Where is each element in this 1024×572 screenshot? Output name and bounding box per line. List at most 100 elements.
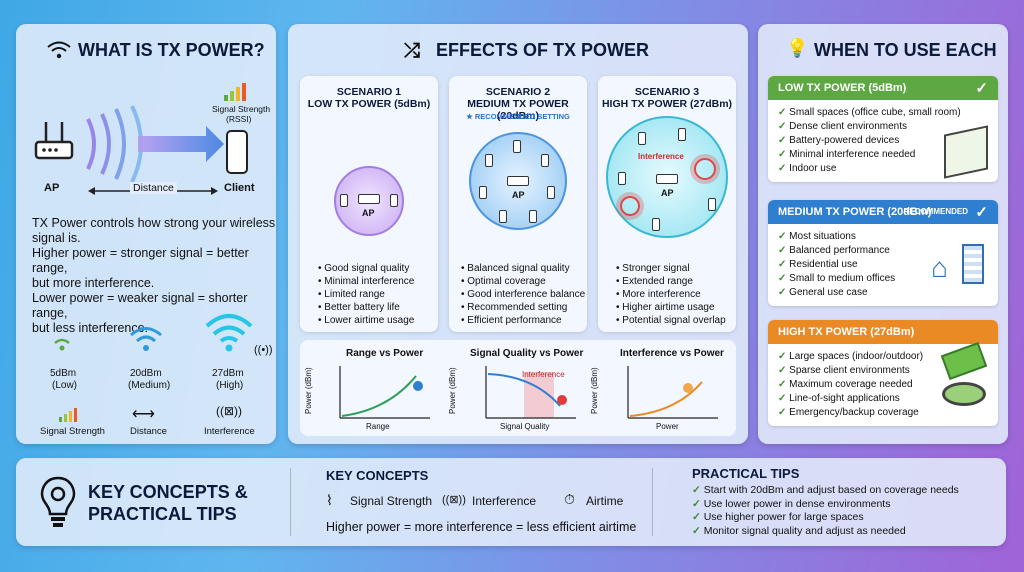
- graphs-strip: Range vs Power Power (dBm) Range Signal …: [300, 340, 736, 436]
- medium-power-card: MEDIUM TX POWER (20dBm) RECOMMENDED ✓ Mo…: [768, 200, 998, 306]
- scenario-list: Good signal quality Minimal interference…: [318, 262, 414, 327]
- when-to-use-panel: 💡 WHEN TO USE EACH LOW TX POWER (5dBm) ✓…: [758, 24, 1008, 444]
- client-phone: [678, 128, 686, 141]
- level-high-name: (High): [216, 380, 244, 391]
- scenario-high: SCENARIO 3 HIGH TX POWER (27dBm) Interfe…: [598, 76, 736, 332]
- medium-wifi-icon: [128, 324, 164, 359]
- graph-xlabel: Signal Quality: [500, 422, 550, 431]
- graph-ylabel: Power (dBm): [304, 367, 313, 414]
- client-phone: [708, 198, 716, 211]
- router-icon: [358, 194, 380, 204]
- ap-label: AP: [512, 190, 525, 200]
- divider: [290, 468, 291, 536]
- divider: [652, 468, 653, 536]
- panel-title: WHEN TO USE EACH: [814, 40, 997, 60]
- bottom-title-line1: KEY CONCEPTS &: [88, 482, 248, 502]
- card-header: MEDIUM TX POWER (20dBm) RECOMMENDED ✓: [768, 200, 998, 224]
- scenario-list: Balanced signal quality Optimal coverage…: [461, 262, 585, 327]
- range-vs-power-graph: [318, 362, 438, 433]
- key-concepts-panel: KEY CONCEPTS & PRACTICAL TIPS KEY CONCEP…: [16, 458, 1006, 546]
- card-header: HIGH TX POWER (27dBm): [768, 320, 998, 344]
- graph-title: Signal Quality vs Power: [470, 348, 584, 359]
- level-low-name: (Low): [52, 380, 78, 391]
- graph-xlabel: Range: [366, 422, 390, 431]
- signal-strength-label: Signal Strength: [212, 104, 271, 114]
- concept-airtime: Airtime: [586, 494, 624, 508]
- level-low-value: 5dBm: [50, 368, 77, 379]
- high-power-card: HIGH TX POWER (27dBm) Large spaces (indo…: [768, 320, 998, 426]
- double-arrow-icon: ⟷: [132, 406, 155, 423]
- interference-icon: ((⊠)): [216, 404, 243, 418]
- level-high-value: 27dBm: [212, 368, 244, 379]
- interference-vs-power-graph: [606, 362, 726, 433]
- concept-summary: Higher power = more interference = less …: [326, 520, 637, 534]
- low-wifi-icon: [51, 334, 73, 357]
- client-phone: [652, 218, 660, 231]
- quality-vs-power-graph: [464, 362, 584, 433]
- concepts-title: KEY CONCEPTS: [326, 468, 429, 483]
- scenario-low: SCENARIO 1 LOW TX POWER (5dBm) AP Good s…: [300, 76, 438, 332]
- broadcast-icon: ((•)): [254, 344, 273, 356]
- tx-power-description: TX Power controls how strong your wirele…: [32, 216, 276, 335]
- scenario-medium: SCENARIO 2 MEDIUM TX POWER (20dBm) ★ REC…: [449, 76, 587, 332]
- panel-title: WHAT IS TX POWER?: [78, 40, 265, 60]
- tips-title: PRACTICAL TIPS: [692, 466, 800, 481]
- interference-label: Interference: [638, 152, 684, 161]
- interference-burst: [694, 158, 716, 180]
- low-power-card: LOW TX POWER (5dBm) ✓ Small spaces (offi…: [768, 76, 998, 182]
- ap-label: AP: [362, 208, 375, 218]
- bottom-title-line2: PRACTICAL TIPS: [88, 504, 237, 524]
- graph-ylabel: Power (dBm): [590, 367, 599, 414]
- router-icon: [34, 112, 74, 172]
- signal-bars-icon: [58, 406, 80, 427]
- shuffle-icon: ⤮: [404, 40, 420, 62]
- what-is-tx-power-panel: WHAT IS TX POWER? AP Signal Strength (RS…: [16, 24, 276, 444]
- client-phone: [618, 172, 626, 185]
- client-phone: [513, 140, 521, 153]
- rssi-label: (RSSI): [226, 114, 252, 124]
- card-list: Most situations Balanced performance Res…: [768, 224, 998, 306]
- house-icon: ⌂: [931, 252, 948, 283]
- graph-title: Interference vs Power: [620, 348, 724, 359]
- lightbulb-gear-icon: [38, 474, 78, 535]
- legend-interference: Interference: [204, 426, 255, 437]
- distance-label: Distance: [130, 182, 177, 194]
- recommended-note: ★ RECOMMENDED SETTING: [466, 112, 570, 121]
- client-phone: [340, 194, 348, 207]
- interference-burst: [620, 196, 640, 216]
- client-phone: [541, 154, 549, 167]
- graph-annotation: Interference: [522, 370, 565, 379]
- graph-xlabel: Power: [656, 422, 679, 431]
- signal-wave-arrow: [78, 104, 228, 184]
- check-icon: ✓: [975, 80, 988, 97]
- building-icon: [962, 244, 984, 284]
- client-phone: [529, 210, 537, 223]
- level-medium-name: (Medium): [128, 380, 171, 391]
- client-phone: [485, 154, 493, 167]
- graph-title: Range vs Power: [346, 348, 424, 359]
- panel-title: EFFECTS OF TX POWER: [436, 40, 650, 60]
- stadium-icon: [942, 382, 986, 406]
- room-icon: [944, 125, 988, 179]
- ap-label: AP: [661, 188, 674, 198]
- client-phone: [390, 194, 398, 207]
- client-label: Client: [224, 182, 255, 194]
- client-phone: [499, 210, 507, 223]
- lightbulb-icon: 💡: [786, 38, 809, 58]
- card-list: Small spaces (office cube, small room) D…: [768, 100, 998, 182]
- stopwatch-icon: ⏱: [564, 491, 575, 507]
- client-phone: [547, 186, 555, 199]
- client-phone: [638, 132, 646, 145]
- interference-icon: ((⊠)): [442, 494, 466, 506]
- card-header: LOW TX POWER (5dBm) ✓: [768, 76, 998, 100]
- graph-ylabel: Power (dBm): [448, 367, 457, 414]
- signal-strength-icon: [222, 80, 252, 102]
- pulse-icon: ⌇: [326, 492, 333, 508]
- concept-signal-strength: Signal Strength: [350, 494, 433, 508]
- tips-list: Start with 20dBm and adjust based on cov…: [692, 484, 959, 538]
- phone-icon: [226, 130, 248, 174]
- level-medium-value: 20dBm: [130, 368, 162, 379]
- wifi-icon: [46, 40, 72, 60]
- ap-label: AP: [44, 182, 60, 194]
- router-icon: [656, 174, 678, 184]
